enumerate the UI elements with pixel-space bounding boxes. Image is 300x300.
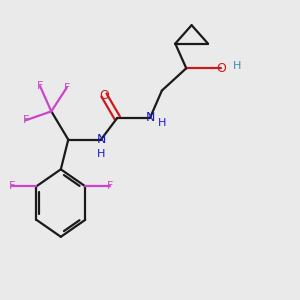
Text: H: H (232, 61, 241, 71)
Text: H: H (158, 118, 167, 128)
Text: N: N (145, 111, 155, 124)
Text: F: F (64, 82, 70, 93)
Text: F: F (107, 181, 113, 191)
Text: N: N (96, 133, 106, 146)
Text: F: F (37, 81, 43, 91)
Text: O: O (216, 62, 226, 75)
Text: F: F (9, 181, 15, 191)
Text: H: H (97, 149, 105, 159)
Text: O: O (99, 88, 109, 101)
Text: F: F (22, 115, 29, 125)
